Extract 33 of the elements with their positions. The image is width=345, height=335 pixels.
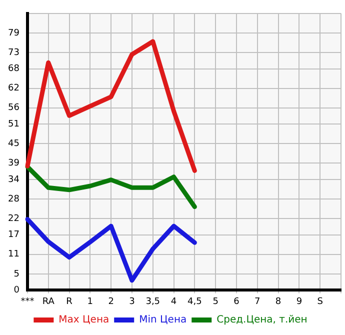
x-tick-label: 9 (296, 296, 302, 307)
x-tick-label: 6 (234, 296, 240, 307)
y-tick-label: 51 (8, 119, 20, 130)
x-tick-label: 5 (212, 296, 218, 307)
y-tick-label: 73 (8, 48, 20, 58)
x-tick-label: 7 (254, 296, 260, 307)
legend-label: Min Цена (139, 314, 187, 326)
legend-label: Сред.Цена, т.йен (216, 314, 308, 326)
y-tick-label: 39 (8, 158, 20, 169)
x-tick-label: 4 (170, 296, 177, 307)
x-tick-label: *** (20, 296, 35, 307)
x-tick-label: 3 (129, 296, 135, 307)
x-tick-label: S (317, 296, 324, 307)
legend-label: Max Цена (58, 314, 110, 326)
x-tick-label: 8 (275, 296, 282, 307)
y-tick-label: 62 (8, 84, 20, 94)
y-tick-label: 68 (8, 64, 20, 74)
x-tick-label: RA (42, 296, 56, 307)
x-tick-label: 1 (87, 296, 94, 307)
y-tick-label: 79 (8, 28, 20, 38)
y-tick-label: 5 (14, 269, 20, 280)
y-tick-label: 17 (8, 230, 20, 240)
y-tick-label: 45 (8, 139, 20, 150)
x-tick-label: 4,5 (188, 296, 202, 307)
y-tick-label: 11 (8, 250, 20, 260)
x-tick-label: 3,5 (146, 296, 160, 307)
x-tick-label: 2 (108, 296, 114, 307)
y-tick-label: 34 (8, 174, 20, 185)
x-tick-label: R (66, 296, 72, 307)
y-tick-label: 28 (8, 194, 20, 204)
y-tick-label: 0 (14, 286, 20, 296)
y-tick-label: 22 (8, 214, 20, 224)
y-tick-label: 56 (8, 103, 20, 114)
